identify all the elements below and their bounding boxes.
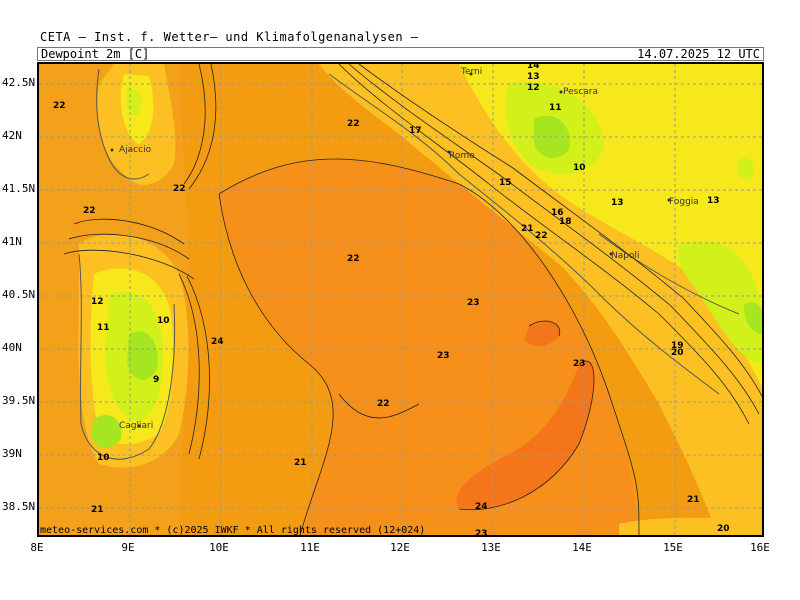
city-napoli: Napoli xyxy=(611,251,639,261)
contour-label: 22 xyxy=(377,399,390,409)
contour-label: 21 xyxy=(521,224,534,234)
lat-label: 38.5N xyxy=(2,500,36,513)
contour-label: 17 xyxy=(409,126,422,136)
lon-label: 9E xyxy=(121,541,135,554)
contour-label: 10 xyxy=(157,316,170,326)
contour-label: 22 xyxy=(83,206,96,216)
sardinia-core xyxy=(127,331,158,380)
contour-label: 22 xyxy=(535,231,548,241)
map-frame: Ajaccio Cagliari Rome Terni Pescara Napo… xyxy=(37,62,764,537)
lat-label: 41.5N xyxy=(2,182,36,195)
city-dot-cagliari xyxy=(137,424,141,428)
city-markers xyxy=(110,72,671,428)
valid-time: 14.07.2025 12 UTC xyxy=(637,47,760,61)
lon-label: 8E xyxy=(30,541,44,554)
zone-24 xyxy=(456,361,594,510)
graticule xyxy=(39,64,762,535)
contour-label: 21 xyxy=(687,495,700,505)
contour-label: 13 xyxy=(611,198,624,208)
contour-label: 23 xyxy=(573,359,586,369)
contour-label: 22 xyxy=(347,119,360,129)
contour-label: 14 xyxy=(527,64,540,71)
contour-label: 20 xyxy=(671,348,684,358)
contour-label: 19 xyxy=(671,341,684,351)
contour-label: 22 xyxy=(173,184,186,194)
lon-label: 10E xyxy=(209,541,229,554)
lat-label: 40N xyxy=(2,341,22,354)
city-dot-terni xyxy=(469,72,473,76)
city-dot-pescara xyxy=(559,90,563,94)
contour-label: 12 xyxy=(91,297,104,307)
contour-label: 13 xyxy=(707,196,720,206)
coastlines xyxy=(78,68,740,460)
chart-title: CETA — Inst. f. Wetter— und Klimafolgena… xyxy=(40,30,419,44)
city-dot-ajaccio xyxy=(110,148,114,152)
gargano-core xyxy=(737,157,754,180)
map-svg: Ajaccio Cagliari Rome Terni Pescara Napo… xyxy=(39,64,762,537)
city-terni: Terni xyxy=(460,67,482,77)
lon-label: 15E xyxy=(663,541,683,554)
lat-label: 39N xyxy=(2,447,22,460)
lat-label: 42.5N xyxy=(2,76,36,89)
contour-label: 10 xyxy=(573,163,586,173)
contour-label: 9 xyxy=(153,375,159,385)
credit-line: meteo-services.com * (c)2025 IWKF * All … xyxy=(40,525,426,536)
contour-label: 23 xyxy=(467,298,480,308)
contour-label: 21 xyxy=(91,505,104,515)
city-cagliari: Cagliari xyxy=(119,421,153,431)
city-dot-napoli xyxy=(609,252,613,256)
lon-label: 13E xyxy=(481,541,501,554)
city-pescara: Pescara xyxy=(563,87,598,97)
contour-label: 12 xyxy=(527,83,540,93)
contour-label: 10 xyxy=(97,453,110,463)
city-ajaccio: Ajaccio xyxy=(119,145,152,155)
city-dot-rome xyxy=(447,150,451,154)
contour-label: 22 xyxy=(347,254,360,264)
lon-label: 14E xyxy=(572,541,592,554)
contour-label: 20 xyxy=(717,524,730,534)
field-label: Dewpoint 2m [C] xyxy=(41,47,150,61)
lon-label: 11E xyxy=(300,541,320,554)
contour-label: 11 xyxy=(97,323,110,333)
contour-label: 24 xyxy=(211,337,224,347)
lat-label: 42N xyxy=(2,129,22,142)
contour-label: 21 xyxy=(294,458,307,468)
puglia-green xyxy=(677,241,762,364)
contour-label: 18 xyxy=(559,217,572,227)
contour-label: 13 xyxy=(527,72,540,82)
sardinia-south-core xyxy=(91,415,122,449)
zone-24b xyxy=(524,321,560,347)
contour-lines xyxy=(63,64,762,535)
puglia-core xyxy=(744,302,762,335)
contour-label: 23 xyxy=(475,529,488,537)
info-bar: Dewpoint 2m [C] 14.07.2025 12 UTC xyxy=(37,47,764,61)
city-labels: Ajaccio Cagliari Rome Terni Pescara Napo… xyxy=(119,67,699,431)
lon-label: 16E xyxy=(750,541,770,554)
contour-label: 22 xyxy=(53,101,66,111)
contour-value-labels: 22 22 22 22 22 22 22 23 23 23 23 24 24 2… xyxy=(53,64,730,537)
lat-label: 40.5N xyxy=(2,288,36,301)
contour-label: 23 xyxy=(437,351,450,361)
contour-label: 11 xyxy=(549,103,562,113)
city-dot-foggia xyxy=(667,198,671,202)
lon-label: 12E xyxy=(390,541,410,554)
contour-label: 24 xyxy=(475,502,488,512)
city-rome: Rome xyxy=(449,151,475,161)
contour-label: 16 xyxy=(551,208,564,218)
contour-label: 15 xyxy=(499,178,512,188)
city-foggia: Foggia xyxy=(669,197,699,207)
lat-label: 41N xyxy=(2,235,22,248)
lat-label: 39.5N xyxy=(2,394,36,407)
sicily-strip xyxy=(619,517,762,535)
